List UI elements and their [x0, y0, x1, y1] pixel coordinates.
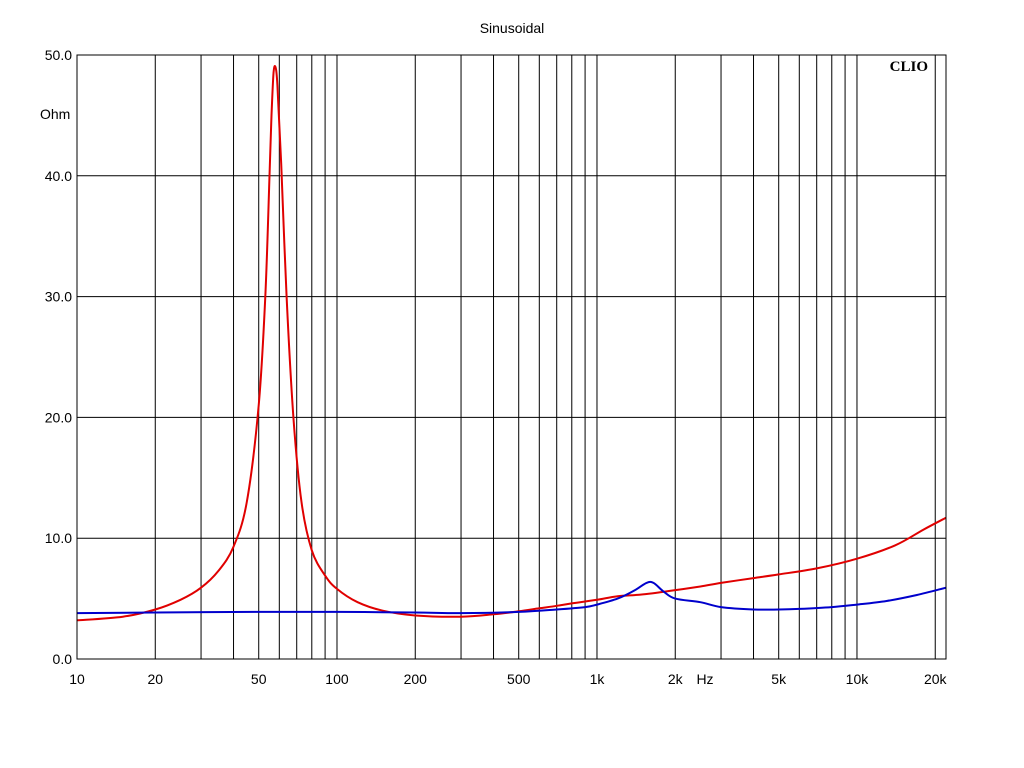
x-axis-unit: Hz [696, 671, 713, 687]
series-line-1 [77, 65, 946, 622]
x-tick-label: 10 [69, 671, 85, 687]
x-tick-label: 500 [507, 671, 531, 687]
x-tick-label: 200 [404, 671, 428, 687]
x-tick-label: 20k [924, 671, 948, 687]
series-layer [77, 65, 946, 622]
x-tick-label: 1k [590, 671, 606, 687]
y-tick-label: 40.0 [45, 168, 72, 184]
x-tick-label: 100 [325, 671, 349, 687]
x-tick-label: 50 [251, 671, 267, 687]
x-tick-label: 20 [147, 671, 163, 687]
y-tick-label: 0.0 [53, 651, 73, 667]
series-line-2 [77, 580, 946, 615]
y-tick-label: 20.0 [45, 409, 72, 425]
y-tick-label: 10.0 [45, 530, 72, 546]
plot-area [77, 55, 946, 659]
x-tick-label: 5k [771, 671, 787, 687]
brand-logo-text: CLIO [890, 59, 928, 75]
y-tick-label: 30.0 [45, 289, 72, 305]
plot-frame [76, 54, 947, 660]
chart-title: Sinusoidal [480, 20, 545, 36]
x-tick-label: 2k [668, 671, 684, 687]
gridlines [77, 55, 946, 659]
x-tick-labels: 10 20 50 100 200 500 1k 2k 5k 10k 20k [69, 671, 947, 687]
y-axis-label: Ohm [40, 106, 70, 122]
x-tick-label: 10k [846, 671, 870, 687]
y-tick-labels: 0.0 10.0 20.0 30.0 40.0 50.0 [45, 47, 72, 667]
y-tick-label: 50.0 [45, 47, 72, 63]
